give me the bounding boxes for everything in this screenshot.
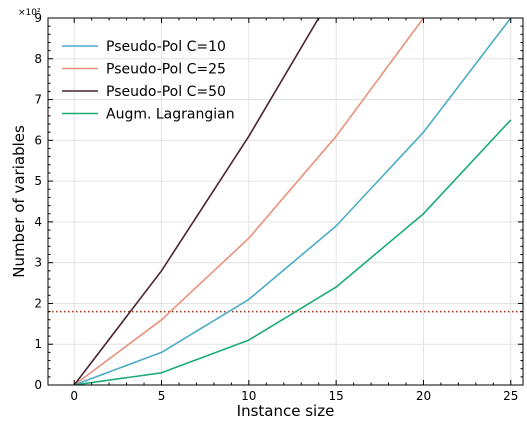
x-tick-label: 15 [329, 389, 344, 403]
x-tick-label: 25 [503, 389, 518, 403]
y-tick-label: 6 [34, 133, 42, 147]
legend: Pseudo-Pol C=10 Pseudo-Pol C=25 Pseudo-Pol… [62, 39, 235, 123]
x-axis-label: Instance size [237, 402, 335, 420]
legend-label: Pseudo-Pol C=50 [106, 84, 226, 100]
series-line-2 [73, 18, 425, 385]
series-line-3 [73, 18, 320, 385]
y-tick-label: 1 [34, 337, 42, 351]
y-tick-label: 4 [34, 215, 42, 229]
series-line-1 [73, 18, 512, 385]
y-scale-label: ×10² [18, 8, 41, 18]
y-tick-label: 9 [34, 11, 42, 25]
x-tick-label: 5 [158, 389, 166, 403]
series-group [73, 18, 512, 385]
y-tick-label: 3 [34, 256, 42, 270]
legend-label: Pseudo-Pol C=25 [106, 62, 226, 78]
x-tick-label: 0 [70, 389, 78, 403]
ticks: 0 5 10 15 20 25 0 1 2 3 4 5 6 7 8 9 [34, 11, 523, 403]
x-tick-label: 10 [241, 389, 256, 403]
x-tick-label: 20 [416, 389, 431, 403]
series-line-4 [74, 119, 512, 385]
y-tick-label: 5 [34, 174, 42, 188]
legend-label: Pseudo-Pol C=10 [106, 39, 226, 55]
y-tick-label: 0 [34, 378, 42, 392]
y-tick-label: 8 [34, 52, 42, 66]
plot-frame [47, 17, 524, 386]
grid [48, 17, 523, 386]
y-tick-label: 7 [34, 93, 42, 107]
legend-label: Augm. Lagrangian [106, 107, 235, 123]
y-tick-label: 2 [34, 296, 42, 310]
y-axis-label: Number of variables [10, 125, 28, 278]
